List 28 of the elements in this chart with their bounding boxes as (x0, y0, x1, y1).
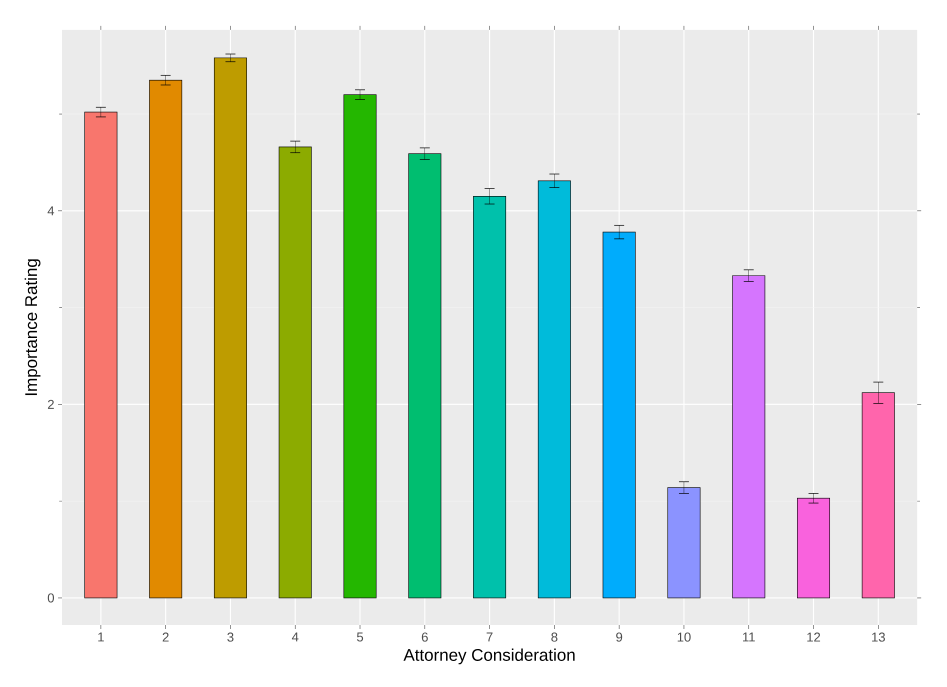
x-tick-label: 2 (162, 632, 169, 642)
bar (408, 153, 442, 598)
x-tick-label: 12 (807, 632, 820, 642)
y-axis-title: Importance Rating (24, 259, 40, 396)
bar (344, 94, 377, 598)
x-tick-label: 3 (227, 632, 234, 642)
y-tick-label: 0 (48, 593, 54, 602)
x-axis-title: Attorney Consideration (403, 648, 575, 664)
x-tick-label: 5 (356, 632, 364, 642)
bar (667, 487, 700, 598)
bar (149, 80, 182, 598)
x-tick-label: 11 (742, 632, 755, 642)
x-tick-label: 10 (678, 632, 691, 642)
x-tick-label: 8 (551, 632, 558, 642)
x-tick-label: 13 (872, 632, 885, 642)
bar (214, 58, 247, 598)
x-tick-label: 9 (616, 632, 622, 642)
bar (797, 498, 830, 598)
bar (732, 275, 766, 598)
bar (84, 112, 118, 598)
x-tick-label: 1 (98, 632, 104, 642)
x-tick-label: 7 (486, 632, 493, 642)
bar (602, 232, 636, 598)
y-tick-label: 2 (48, 400, 54, 409)
y-tick-label: 4 (48, 206, 54, 216)
bar (862, 392, 895, 598)
x-tick-label: 4 (292, 632, 298, 642)
x-tick-label: 6 (422, 632, 428, 642)
